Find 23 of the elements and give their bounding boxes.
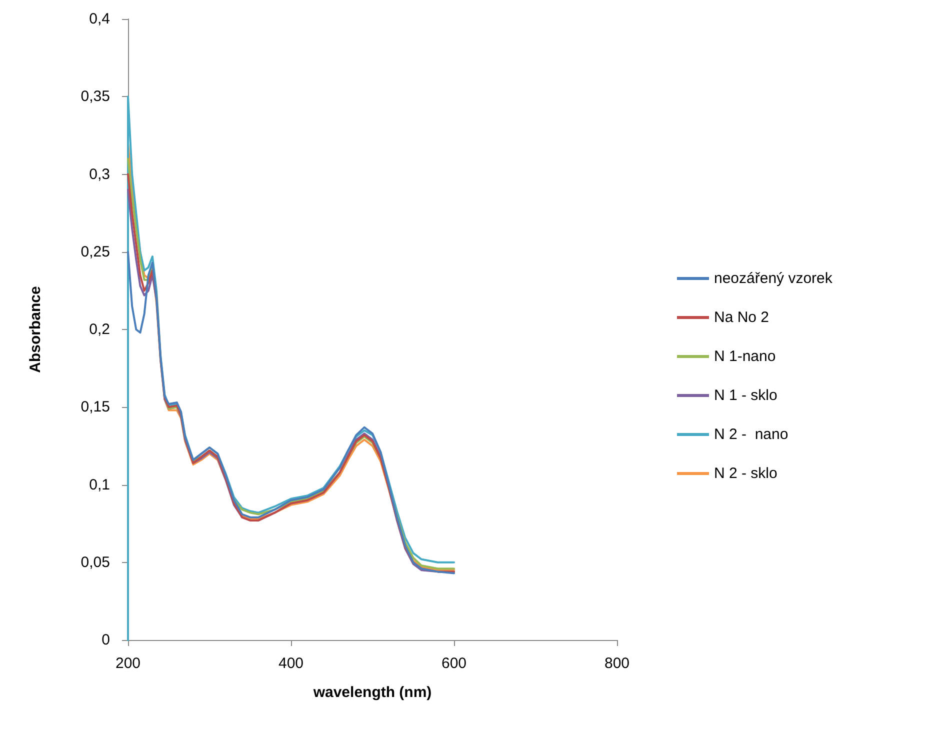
y-tick-label: 0	[102, 632, 110, 648]
x-axis-title: wavelength (nm)	[312, 684, 432, 701]
y-tick-label: 0,15	[80, 398, 110, 416]
legend-label: N 2 - nano	[714, 426, 788, 443]
y-tick-label: 0,3	[89, 166, 110, 183]
line-series	[127, 250, 455, 574]
legend-label: neozářený vzorek	[714, 270, 833, 287]
y-tick-label: 0,05	[80, 554, 110, 571]
y-tick-label: 0,4	[89, 10, 110, 28]
x-tick-label: 200	[115, 655, 141, 672]
x-tick-label: 400	[278, 655, 304, 672]
legend-label: N 1 - sklo	[714, 387, 778, 404]
y-axis-title: Absorbance	[27, 286, 44, 373]
legend-label: N 1-nano	[714, 348, 776, 365]
line-series	[127, 96, 455, 641]
x-tick-label: 600	[441, 655, 467, 672]
x-tick-label: 800	[604, 655, 630, 672]
y-tick-label: 0,1	[89, 476, 110, 494]
y-tick-label: 0,25	[80, 243, 110, 260]
legend-label: Na No 2	[714, 309, 770, 326]
y-tick-label: 0,35	[80, 88, 110, 106]
legend-label: N 2 - sklo	[714, 465, 778, 482]
y-tick-label: 0,2	[89, 321, 110, 338]
